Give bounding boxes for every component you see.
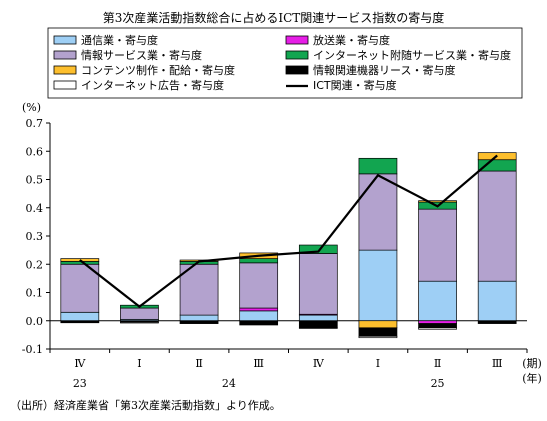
legend-label-3: インターネット附随サービス業・寄与度 <box>313 48 511 62</box>
year-label: 25 <box>431 377 445 390</box>
legend-box <box>47 27 523 99</box>
bar-segment-s6-c1 <box>120 321 159 324</box>
x-tick-label: Ⅰ <box>376 357 380 370</box>
y-tick-label: -0.1 <box>22 343 43 356</box>
bar-segment-s6-c0 <box>60 321 100 324</box>
legend-label-6: インターネット広告・寄与度 <box>81 78 224 92</box>
bar-segment-s4-c5 <box>358 320 398 329</box>
bar-segment-s2-c2 <box>179 263 219 316</box>
legend-swatch-6 <box>53 80 77 90</box>
source-note: （出所）経済産業省「第3次産業活動指数」より作成。 <box>10 399 281 412</box>
x-unit-year: (年) <box>522 371 542 385</box>
legend-swatch-3 <box>285 50 309 60</box>
y-tick-label: 0.3 <box>26 230 44 243</box>
bar-segment-s0-c6 <box>418 280 457 322</box>
plot-area: -0.1 0.0 0.1 0.2 0.3 0.4 0.5 0.6 0.7 (%) Ⅳ Ⅰ Ⅱ Ⅲ Ⅳ Ⅰ Ⅱ Ⅲ 2… <box>22 101 542 390</box>
y-tick-label: 0.5 <box>26 174 44 187</box>
bar-segment-s3-c5 <box>358 157 398 175</box>
ict-line <box>79 154 498 309</box>
x-tick-label: Ⅳ <box>74 357 86 370</box>
bar-segment-s0-c2 <box>179 314 219 322</box>
bar-segment-s2-c3 <box>239 262 279 309</box>
bar-segment-s0-c7 <box>477 280 517 322</box>
legend-swatch-0 <box>53 35 77 45</box>
bar-segment-s5-c7 <box>477 320 517 324</box>
bar-segment-s2-c6 <box>418 208 457 282</box>
bar-segment-s3-c4 <box>298 244 338 254</box>
bar-segment-s2-c1 <box>120 307 159 320</box>
bar-segment-s4-c6 <box>418 200 457 203</box>
bar-segment-s1-c3 <box>239 307 279 312</box>
legend-label-0: 通信業・寄与度 <box>81 33 158 47</box>
y-tick-label: 0.7 <box>26 117 44 130</box>
legend-label-1: 放送業・寄与度 <box>313 33 390 47</box>
bar-segment-s2-c4 <box>298 253 338 315</box>
bar-segment-s5-c3 <box>239 320 279 326</box>
legend-line-label: ICT関連・寄与度 <box>313 78 397 92</box>
y-tick-label: 0.4 <box>26 202 44 215</box>
legend-swatch-5 <box>285 65 309 75</box>
bar-segment-s3-c7 <box>477 159 517 172</box>
legend-swatch-4 <box>53 65 77 75</box>
bar-segment-s5-c6 <box>418 323 457 329</box>
y-tick-label: 0.6 <box>26 145 44 158</box>
legend-label-4: コンテンツ制作・配給・寄与度 <box>81 63 235 77</box>
bar-segment-s0-c3 <box>239 310 279 322</box>
x-unit-period: (期) <box>522 357 542 370</box>
x-tick-label: Ⅱ <box>434 357 441 370</box>
bar-segment-s3-c0 <box>60 261 100 265</box>
legend-label-2: 情報サービス業・寄与度 <box>81 48 202 62</box>
bar-segment-s0-c0 <box>60 311 100 322</box>
y-unit-label: (%) <box>22 101 41 114</box>
bar-segment-s3-c3 <box>239 258 279 264</box>
legend: 通信業・寄与度情報サービス業・寄与度コンテンツ制作・配給・寄与度インターネット広… <box>47 27 523 99</box>
bar-segment-s5-c4 <box>298 320 338 329</box>
chart-title: 第3次産業活動指数総合に占めるICT関連サービス指数の寄与度 <box>102 11 445 25</box>
bar-segment-s0-c5 <box>358 249 398 322</box>
x-tick-label: Ⅲ <box>492 357 503 370</box>
y-tick-label: 0.1 <box>26 287 44 300</box>
x-tick-label: Ⅰ <box>137 357 141 370</box>
bar-segment-s6-c5 <box>358 335 398 339</box>
x-tick-label: Ⅱ <box>195 357 202 370</box>
y-tick-label: 0.2 <box>26 258 44 271</box>
bar-segment-s2-c5 <box>358 173 398 251</box>
bar-segment-s6-c2 <box>179 322 219 324</box>
bar-segment-s6-c6 <box>418 327 457 330</box>
bar-segment-s2-c0 <box>60 263 100 313</box>
bar-segment-s2-c7 <box>477 170 517 282</box>
x-tick-label: Ⅲ <box>253 357 264 370</box>
bar-segment-s0-c4 <box>298 314 338 322</box>
y-tick-label: 0.0 <box>26 315 44 328</box>
legend-swatch-1 <box>285 35 309 45</box>
legend-label-5: 情報関連機器リース・寄与度 <box>313 63 455 77</box>
bar-segment-s1-c6 <box>418 320 457 324</box>
x-tick-label: Ⅳ <box>313 357 325 370</box>
legend-swatch-2 <box>53 50 77 60</box>
year-label: 23 <box>73 377 87 390</box>
bar-segment-s6-c4 <box>298 327 338 329</box>
year-label: 24 <box>222 377 236 390</box>
bar-segment-s5-c5 <box>358 327 398 337</box>
